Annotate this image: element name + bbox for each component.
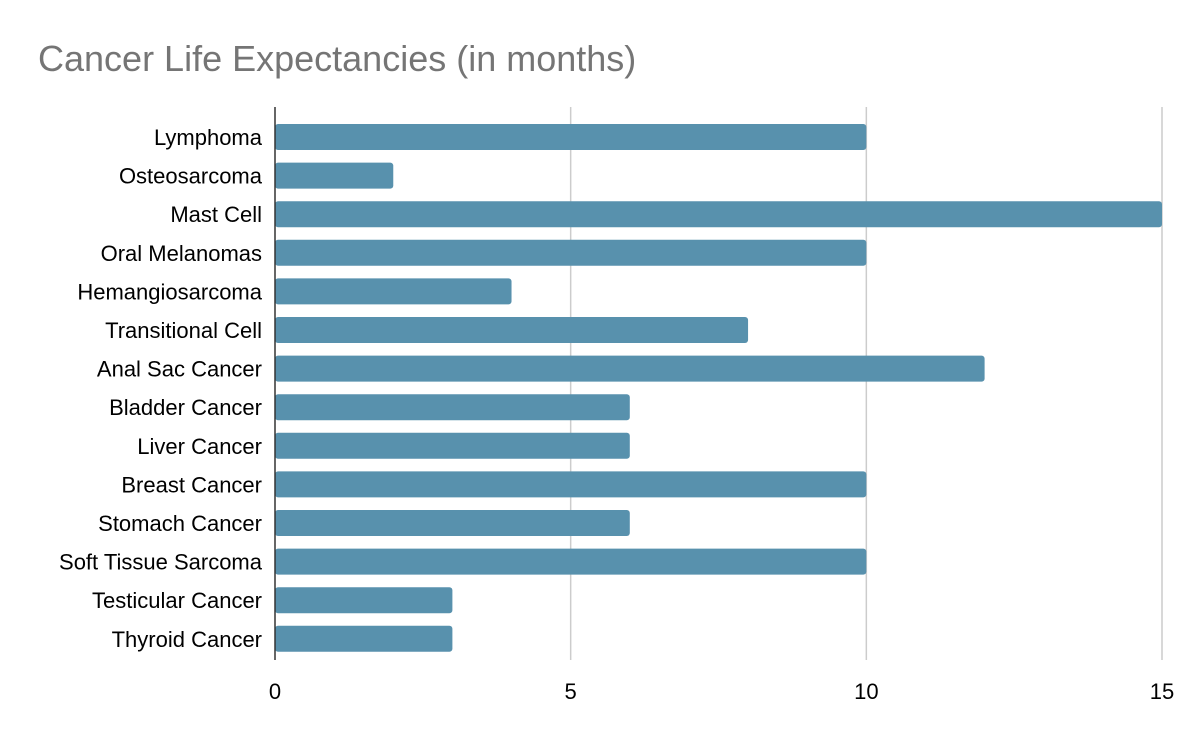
category-label: Soft Tissue Sarcoma [59, 550, 263, 575]
bar [275, 201, 1162, 228]
grid-lines [569, 107, 1163, 660]
category-label: Thyroid Cancer [112, 627, 262, 652]
bar [275, 625, 453, 652]
category-label: Anal Sac Cancer [97, 357, 262, 382]
category-label: Oral Melanomas [101, 241, 262, 266]
category-label: Stomach Cancer [98, 511, 262, 536]
category-label: Bladder Cancer [109, 395, 262, 420]
category-labels: Lymphoma Osteosarcoma Mast Cell Oral Melano… [59, 125, 263, 652]
bar [275, 124, 867, 150]
bar [275, 548, 867, 575]
x-tick-label: 10 [854, 679, 878, 704]
bar [275, 510, 630, 536]
bar-series [275, 124, 1162, 652]
bar [275, 471, 867, 498]
bar [275, 162, 394, 189]
category-label: Osteosarcoma [119, 164, 263, 189]
category-label: Lymphoma [154, 125, 263, 150]
chart-title: Cancer Life Expectancies (in months) [38, 38, 637, 79]
bar [275, 355, 985, 382]
bar [275, 432, 630, 459]
bar [275, 587, 453, 614]
category-label: Mast Cell [170, 202, 262, 227]
category-label: Breast Cancer [121, 472, 262, 497]
category-label: Hemangiosarcoma [77, 279, 262, 304]
x-tick-label: 0 [269, 679, 281, 704]
bar [275, 317, 749, 343]
x-tick-label: 5 [565, 679, 577, 704]
x-tick-label: 15 [1150, 679, 1174, 704]
bar [275, 278, 512, 305]
bar [275, 394, 630, 421]
bar [275, 239, 867, 266]
category-label: Liver Cancer [137, 434, 262, 459]
category-label: Transitional Cell [105, 318, 262, 343]
category-label: Testicular Cancer [92, 588, 262, 613]
x-tick-labels: 0 5 10 15 [269, 679, 1174, 704]
